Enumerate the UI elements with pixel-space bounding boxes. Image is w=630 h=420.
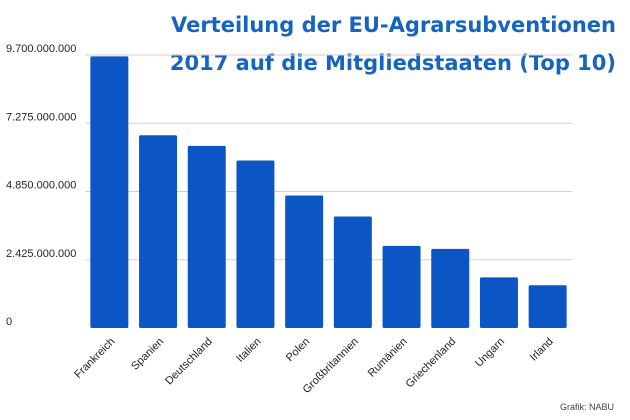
x-tick-label: Griechenland bbox=[404, 336, 459, 391]
bar-deutschland bbox=[187, 145, 226, 328]
y-tick-label: 7.275.000.000 bbox=[6, 111, 76, 123]
bar-italien bbox=[236, 160, 275, 328]
bar-ungarn bbox=[479, 277, 518, 328]
source-credit: Grafik: NABU bbox=[559, 402, 614, 412]
y-tick-label: 2.425.000.000 bbox=[6, 248, 76, 260]
x-tick-label: Italien bbox=[234, 336, 263, 365]
bar-spanien bbox=[139, 135, 178, 328]
bar-rumänien bbox=[382, 245, 421, 328]
x-tick-label: Polen bbox=[284, 336, 312, 364]
chart-title-line-1: Verteilung der EU-Agrarsubventionen bbox=[170, 13, 616, 37]
x-tick-label: Irland bbox=[528, 336, 556, 364]
bar-frankreich bbox=[90, 56, 129, 328]
y-tick-label: 4.850.000.000 bbox=[6, 180, 76, 192]
bar-großbritannien bbox=[333, 216, 372, 328]
y-tick-label: 9.700.000.000 bbox=[6, 43, 76, 55]
x-tick-label: Ungarn bbox=[473, 336, 507, 370]
x-tick-label: Rumänien bbox=[366, 336, 410, 380]
x-tick-label: Spanien bbox=[129, 336, 166, 373]
x-tick-label: Frankreich bbox=[72, 336, 117, 381]
bar-polen bbox=[285, 195, 324, 328]
bar-irland bbox=[528, 285, 567, 328]
bar-griechenland bbox=[431, 248, 470, 328]
y-tick-label: 0 bbox=[6, 316, 12, 328]
x-tick-label: Deutschland bbox=[163, 336, 215, 388]
